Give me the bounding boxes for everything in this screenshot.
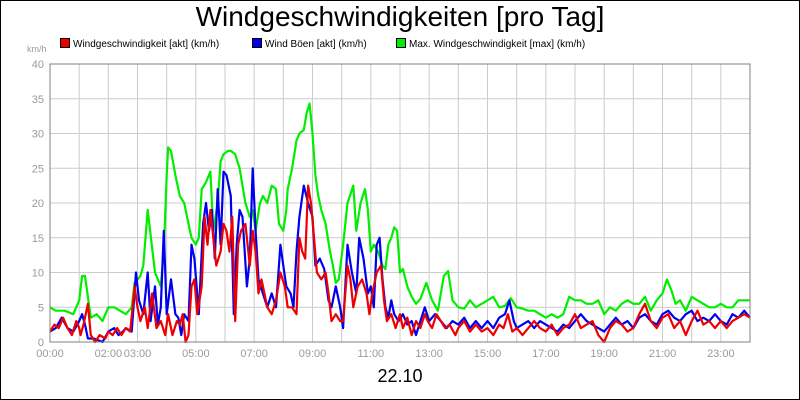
legend-label: Windgeschwindigkeit [akt] (km/h) [73, 39, 220, 50]
x-tick-label: 23:00 [707, 348, 735, 360]
y-tick-label: 15 [32, 233, 44, 245]
series-line [49, 184, 751, 344]
legend-swatch-red [60, 38, 70, 48]
legend-item-max-windgeschwindigkeit: Max. Windgeschwindigkeit [max] (km/h) [396, 38, 585, 50]
legend-item-windgeschwindigkeit: Windgeschwindigkeit [akt] (km/h) [60, 38, 219, 50]
y-axis-unit-label: km/h [27, 44, 47, 54]
series-line [49, 167, 751, 344]
x-tick-label: 09:00 [299, 348, 327, 360]
x-tick-label: 17:00 [532, 348, 560, 360]
x-tick-label: 05:00 [182, 348, 210, 360]
y-tick-label: 25 [32, 163, 44, 175]
x-tick-label: 02:00 [95, 348, 123, 360]
chart-title: Windgeschwindigkeiten [pro Tag] [195, 1, 605, 32]
x-tick-label: 13:00 [415, 348, 443, 360]
y-tick-label: 0 [38, 337, 44, 349]
x-axis-title: 22.10 [377, 366, 423, 386]
x-tick-label: 07:00 [240, 348, 268, 360]
y-tick-label: 20 [32, 198, 44, 210]
legend-swatch-green [396, 38, 406, 48]
legend-label: Max. Windgeschwindigkeit [max] (km/h) [409, 39, 586, 50]
x-tick-label: 00:00 [36, 348, 64, 360]
x-tick-label: 03:00 [124, 348, 152, 360]
y-tick-label: 10 [32, 268, 44, 280]
x-tick-label: 21:00 [649, 348, 677, 360]
y-tick-label: 5 [38, 302, 44, 314]
y-tick-label: 30 [32, 129, 44, 141]
plot-border [49, 63, 751, 343]
y-tick-label: 40 [32, 59, 44, 71]
x-tick-label: 11:00 [357, 348, 384, 360]
legend-item-wind-boeen: Wind Böen [akt] (km/h) [252, 38, 367, 50]
y-tick-label: 35 [32, 94, 44, 106]
legend-swatch-blue [252, 38, 262, 48]
legend-label: Wind Böen [akt] (km/h) [265, 39, 367, 50]
x-tick-label: 15:00 [474, 348, 502, 360]
x-tick-label: 19:00 [590, 348, 618, 360]
series-line [49, 102, 750, 323]
